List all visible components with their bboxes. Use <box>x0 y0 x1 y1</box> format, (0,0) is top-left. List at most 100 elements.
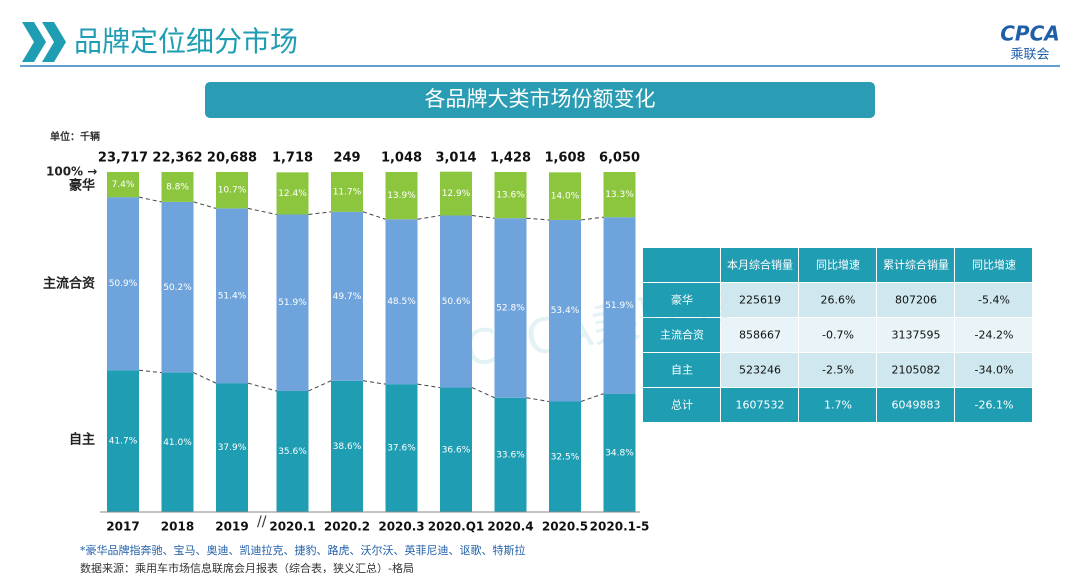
value-label: 50.6% <box>442 297 471 307</box>
bar-segment <box>603 393 636 512</box>
banner-text: 各品牌大类市场份额变化 <box>425 87 656 111</box>
value-label: 36.6% <box>442 445 471 455</box>
value-label: 14.0% <box>551 192 580 202</box>
value-label: 35.6% <box>278 447 307 457</box>
x-tick-label: 2020.1 <box>269 520 315 534</box>
value-label: 41.7% <box>109 437 138 447</box>
value-label: 13.3% <box>605 190 634 200</box>
table-header: 本月综合销量 <box>727 258 793 272</box>
value-label: 48.5% <box>387 297 416 307</box>
bar-segment <box>276 390 309 512</box>
series-label: 主流合资 <box>43 276 95 292</box>
total-label: 1,428 <box>490 151 531 166</box>
table-cell <box>877 283 954 317</box>
footnote: *豪华品牌指奔驰、宝马、奥迪、凯迪拉克、捷豹、路虎、沃尔沃、英菲尼迪、讴歌、特斯… <box>80 543 526 557</box>
connector <box>247 382 277 392</box>
value-label: 38.6% <box>333 442 362 452</box>
table-cell <box>955 318 1032 352</box>
axis-break: // <box>257 514 267 530</box>
banner <box>205 82 875 118</box>
bar-segment <box>107 197 139 371</box>
table-text: 807206 <box>895 294 937 307</box>
table-cell <box>643 388 720 422</box>
logo-sub: 乘联会 <box>1010 48 1049 63</box>
bar-segment <box>216 208 248 384</box>
value-label: 8.8% <box>166 182 189 192</box>
bar-segment <box>107 370 139 512</box>
bar-segment <box>549 219 581 402</box>
connector <box>526 397 550 402</box>
table-text: 3137595 <box>892 329 941 342</box>
table-cell <box>643 318 720 352</box>
bar-segment <box>385 384 418 512</box>
total-label: 23,717 <box>98 151 148 166</box>
total-label: 20,688 <box>207 151 257 166</box>
y-tick-label: 100% → <box>46 165 97 179</box>
x-tick-label: 2020.4 <box>487 520 533 534</box>
table-text: -0.7% <box>822 329 854 342</box>
bar-segment <box>385 219 418 385</box>
table-text: 2105082 <box>892 364 941 377</box>
connector <box>471 215 495 219</box>
x-tick-label: 2020.1-5 <box>590 520 650 534</box>
bar-segment <box>331 380 363 512</box>
bar-segment <box>494 218 527 398</box>
table-text: 1.7% <box>824 399 852 412</box>
table-text: -26.1% <box>975 399 1014 412</box>
value-label: 37.9% <box>218 443 247 453</box>
connector <box>308 380 332 392</box>
bar-segment <box>276 214 309 391</box>
bar-segment <box>216 172 248 209</box>
table-cell <box>643 353 720 387</box>
table-text: -34.0% <box>975 364 1014 377</box>
value-label: 13.9% <box>387 191 416 201</box>
table-text: 主流合资 <box>660 328 704 342</box>
total-label: 249 <box>333 151 360 166</box>
table-cell <box>721 283 798 317</box>
table-cell <box>877 318 954 352</box>
connector <box>308 211 332 215</box>
bar-segment <box>331 172 363 212</box>
bar-segment <box>276 172 309 215</box>
table-cell <box>799 353 876 387</box>
bar-segment <box>494 172 527 219</box>
bar-segment <box>107 172 139 198</box>
value-label: 7.4% <box>112 180 135 190</box>
value-label: 52.8% <box>496 304 525 314</box>
x-tick-label: 2020.5 <box>542 520 588 534</box>
connector <box>193 201 217 209</box>
value-label: 37.6% <box>387 444 416 454</box>
logo: CPCA <box>1000 22 1060 46</box>
x-tick-label: 2019 <box>215 520 248 534</box>
connector <box>471 387 495 399</box>
bar-segment <box>549 401 581 512</box>
table-cell <box>877 353 954 387</box>
table-header: 同比增速 <box>816 258 860 272</box>
table-cell <box>721 318 798 352</box>
x-tick-label: 2020.2 <box>324 520 370 534</box>
total-label: 1,048 <box>381 151 422 166</box>
table-header-cell <box>643 248 720 282</box>
connector <box>417 215 441 220</box>
table-cell <box>799 388 876 422</box>
table-header-cell <box>877 248 954 282</box>
unit-note: 单位：千辆 <box>50 130 100 143</box>
connector <box>138 369 162 374</box>
table-header: 同比增速 <box>972 258 1016 272</box>
table-text: 225619 <box>739 294 781 307</box>
table-cell <box>877 388 954 422</box>
bar-segment <box>385 172 418 220</box>
table-text: 858667 <box>739 329 781 342</box>
table-cell <box>799 283 876 317</box>
chevron <box>22 22 46 62</box>
value-label: 49.7% <box>333 292 362 302</box>
value-label: 51.9% <box>278 298 307 308</box>
value-label: 10.7% <box>218 186 247 196</box>
table-header-cell <box>799 248 876 282</box>
value-label: 12.9% <box>442 189 471 199</box>
table-header-cell <box>721 248 798 282</box>
total-label: 3,014 <box>435 151 476 166</box>
page-title: 品牌定位细分市场 <box>74 25 298 58</box>
bar-segment <box>440 215 472 388</box>
